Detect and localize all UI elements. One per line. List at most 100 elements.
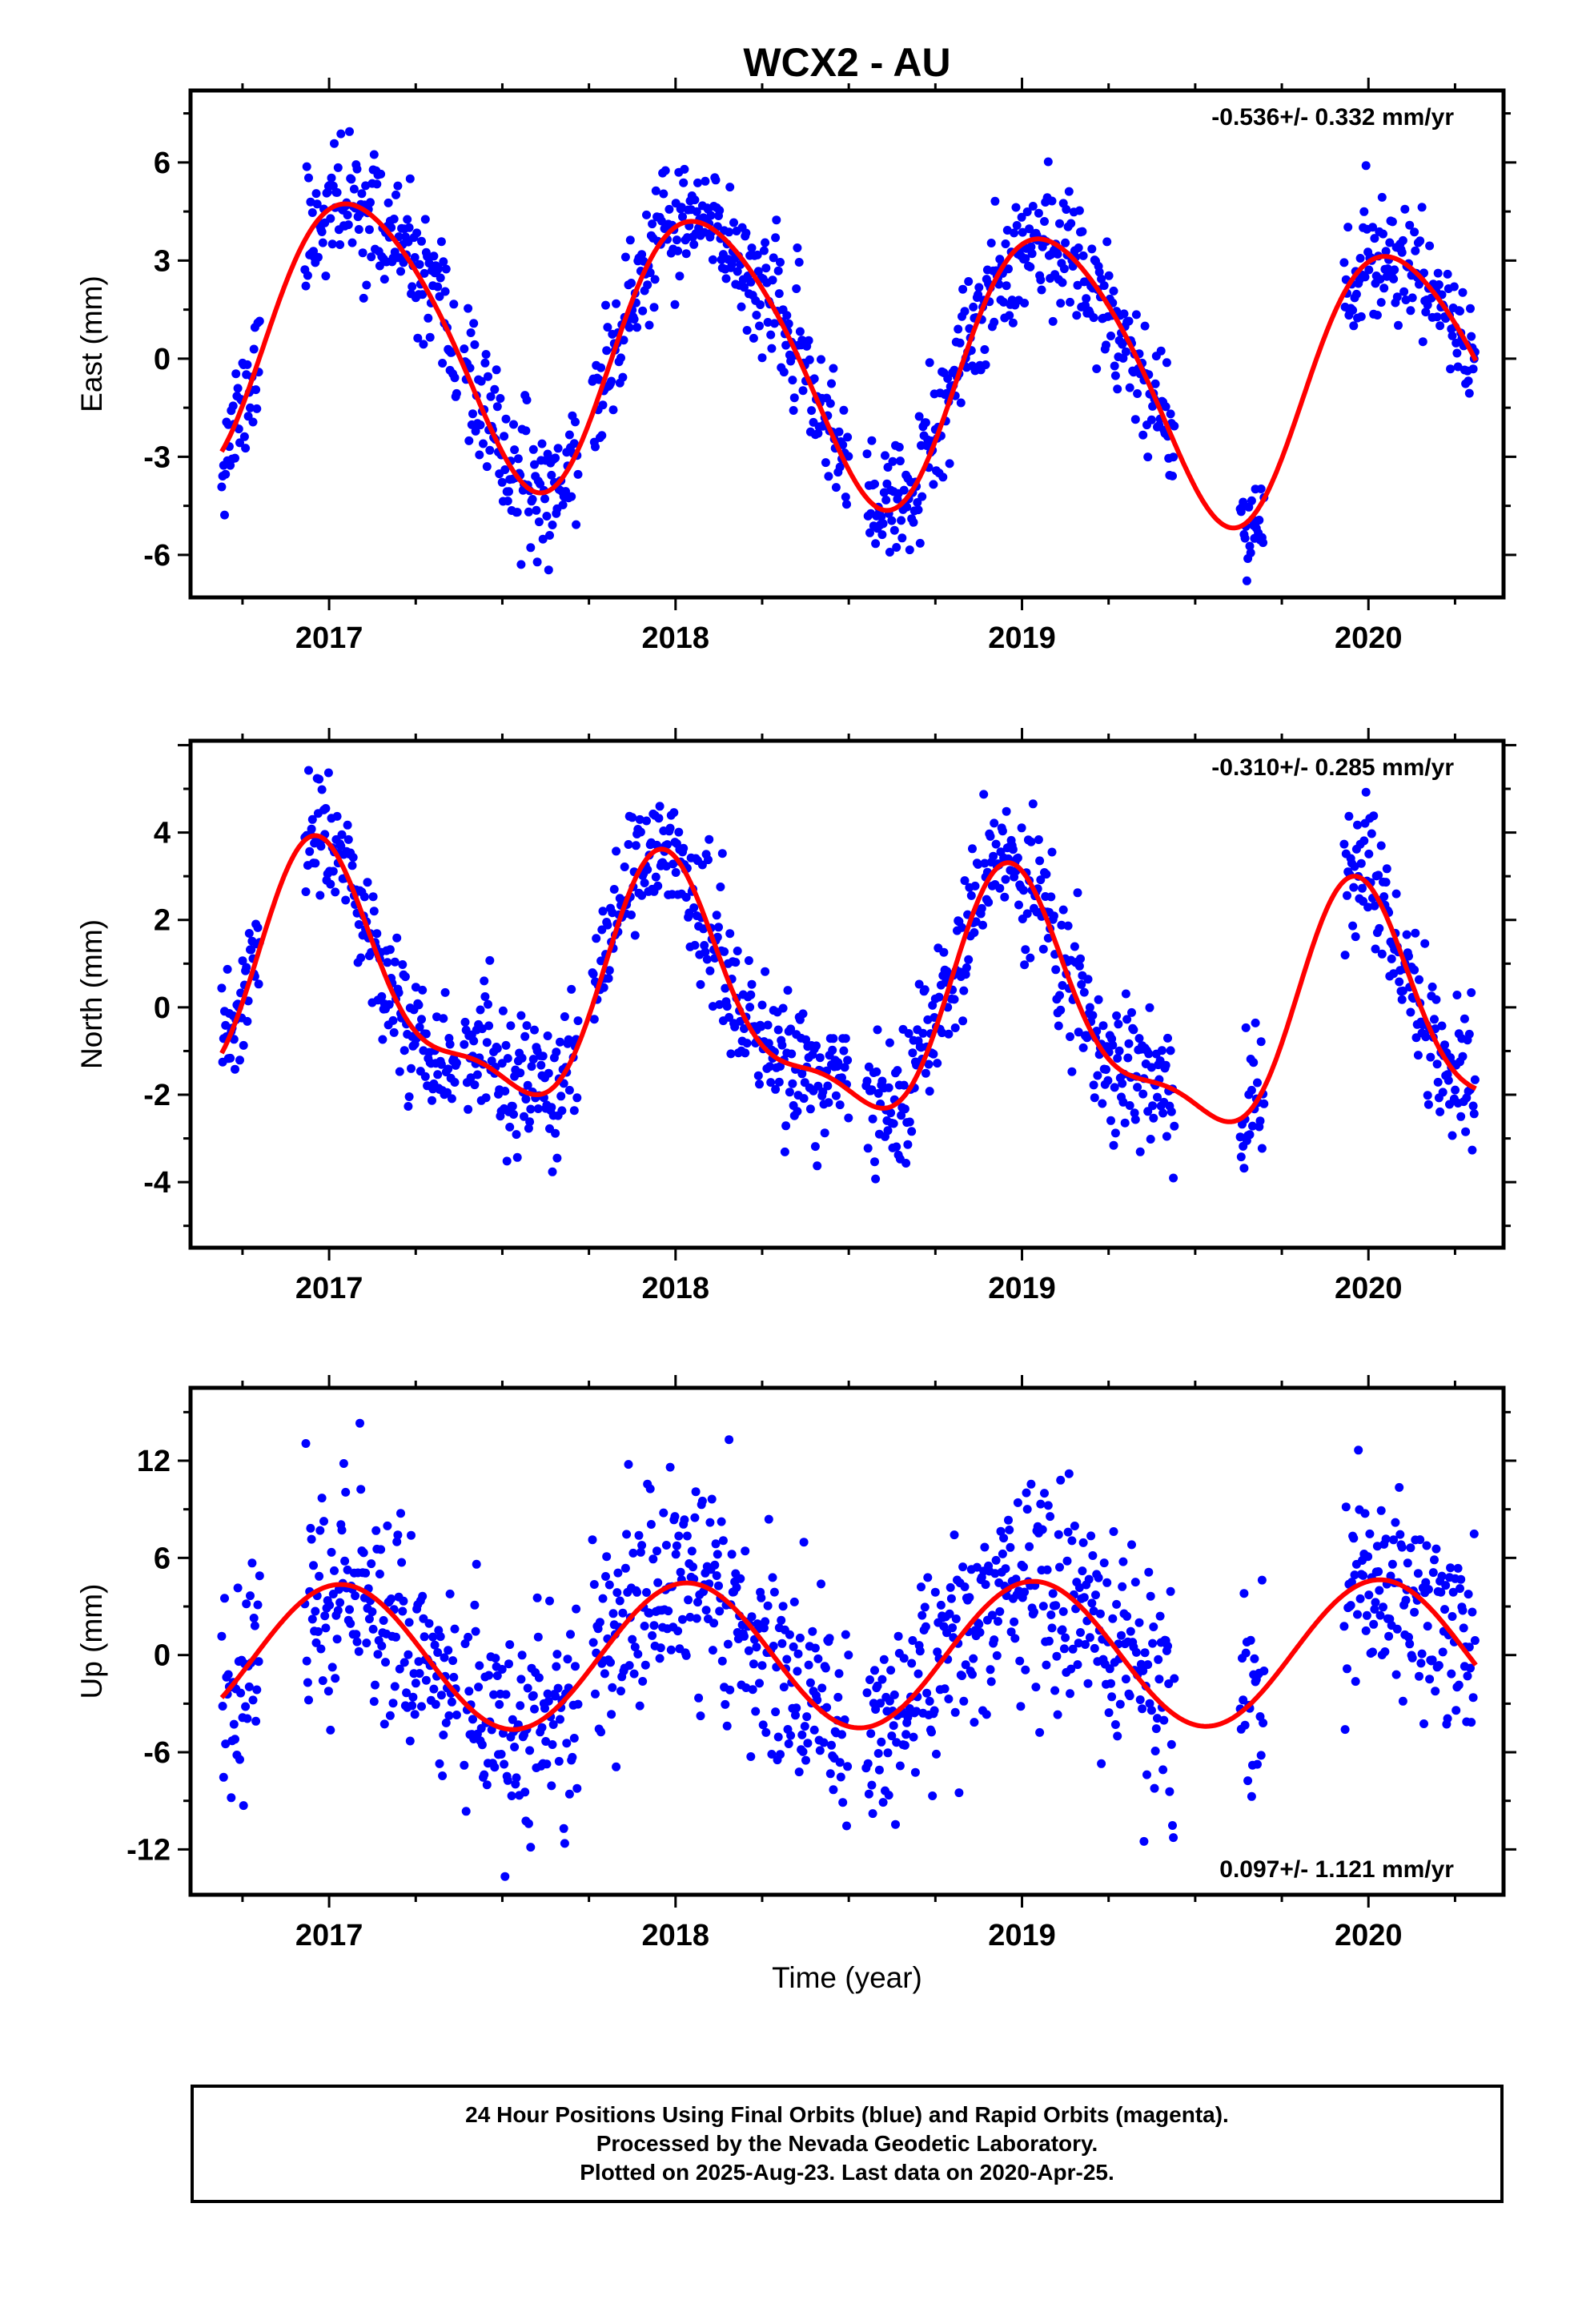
north-data-point	[873, 1025, 882, 1035]
north-data-point	[1001, 875, 1010, 884]
up-data-point	[1170, 1674, 1179, 1683]
up-data-point	[970, 1718, 979, 1727]
up-data-point	[319, 1517, 328, 1526]
up-data-point	[255, 1571, 264, 1581]
east-data-point	[481, 350, 491, 359]
east-data-point	[567, 492, 576, 501]
north-data-point	[421, 1029, 431, 1039]
east-data-point	[897, 533, 907, 543]
east-data-point	[1449, 282, 1459, 292]
north-data-point	[892, 1142, 901, 1152]
up-data-point	[805, 1678, 815, 1687]
north-data-point	[714, 923, 723, 932]
up-data-point	[1139, 1836, 1149, 1846]
north-data-point	[699, 924, 709, 934]
north-data-point	[592, 934, 601, 943]
up-data-point	[404, 1650, 413, 1659]
up-data-point	[1085, 1633, 1094, 1642]
up-data-point	[452, 1711, 461, 1719]
up-data-point	[1259, 1667, 1269, 1675]
up-data-point	[399, 1596, 408, 1606]
east-data-point	[1058, 278, 1067, 287]
up-data-point	[1246, 1635, 1255, 1645]
east-data-point	[1066, 297, 1074, 307]
north-data-point	[958, 1016, 968, 1026]
up-data-point	[910, 1767, 920, 1777]
north-data-point	[1339, 839, 1349, 849]
up-data-point	[482, 1780, 492, 1790]
up-data-point	[892, 1738, 901, 1747]
up-data-point	[1118, 1557, 1128, 1566]
east-data-point	[642, 210, 651, 219]
east-data-point	[1452, 348, 1462, 358]
north-data-point	[512, 1130, 521, 1140]
up-data-point	[246, 1591, 255, 1601]
north-data-point	[914, 979, 924, 989]
east-data-point	[405, 174, 415, 183]
up-data-point	[932, 1749, 941, 1759]
x-axis-label: Time (year)	[772, 1961, 922, 1994]
up-data-point	[1464, 1590, 1473, 1599]
up-data-point	[646, 1520, 656, 1529]
up-data-point	[1413, 1569, 1423, 1578]
north-plot-frame	[188, 738, 1506, 1250]
north-data-point	[307, 814, 317, 824]
up-data-point	[778, 1602, 788, 1611]
east-data-point	[1432, 312, 1442, 322]
up-data-point	[470, 1600, 480, 1610]
east-data-point	[725, 183, 735, 192]
up-data-point	[1346, 1601, 1355, 1610]
up-data-point	[717, 1656, 727, 1666]
east-data-point	[1392, 292, 1402, 302]
east-data-point	[1170, 421, 1179, 431]
east-data-point	[551, 453, 560, 463]
up-data-point	[220, 1594, 229, 1603]
north-data-point	[679, 843, 689, 853]
up-data-point	[1064, 1469, 1074, 1478]
east-data-point	[871, 539, 881, 549]
up-data-point	[645, 1484, 655, 1494]
east-data-point	[217, 482, 227, 492]
north-x-tick-label: 2018	[642, 1272, 710, 1305]
up-data-point	[868, 1809, 877, 1819]
up-data-point	[798, 1747, 808, 1756]
east-data-point	[228, 401, 238, 411]
up-data-point	[1247, 1791, 1256, 1801]
north-data-point	[780, 1147, 789, 1156]
north-data-point	[556, 1037, 564, 1047]
up-data-point	[500, 1759, 509, 1769]
up-data-point	[1416, 1659, 1426, 1668]
up-data-point	[337, 1526, 347, 1535]
up-data-point	[771, 1707, 781, 1717]
up-data-point	[608, 1609, 618, 1618]
up-data-point	[223, 1670, 233, 1679]
up-data-point	[664, 1606, 673, 1616]
east-data-point	[598, 400, 608, 410]
up-data-point	[1022, 1488, 1031, 1498]
north-data-point	[907, 1127, 917, 1136]
north-data-point	[805, 1104, 815, 1114]
east-data-point	[956, 398, 966, 408]
up-data-point	[562, 1739, 572, 1748]
up-data-point	[917, 1610, 927, 1620]
up-data-point	[1441, 1581, 1451, 1590]
north-data-point	[671, 868, 681, 877]
east-data-point	[867, 436, 877, 445]
north-data-point	[651, 872, 661, 882]
up-data-point	[863, 1759, 873, 1768]
north-data-point	[628, 813, 637, 822]
up-data-point	[950, 1530, 959, 1540]
up-data-point	[920, 1602, 930, 1612]
north-data-point	[481, 1093, 491, 1103]
up-data-point	[792, 1703, 801, 1713]
up-data-point	[441, 1718, 451, 1727]
up-data-point	[598, 1594, 608, 1603]
north-data-point	[307, 824, 316, 834]
up-data-point	[899, 1654, 909, 1663]
up-data-point	[628, 1634, 637, 1644]
up-data-point	[355, 1418, 364, 1428]
up-data-point	[379, 1719, 389, 1729]
east-data-point	[902, 502, 912, 512]
up-data-point	[793, 1667, 802, 1676]
footer-line-3: Plotted on 2025-Aug-23. Last data on 202…	[580, 2160, 1114, 2185]
